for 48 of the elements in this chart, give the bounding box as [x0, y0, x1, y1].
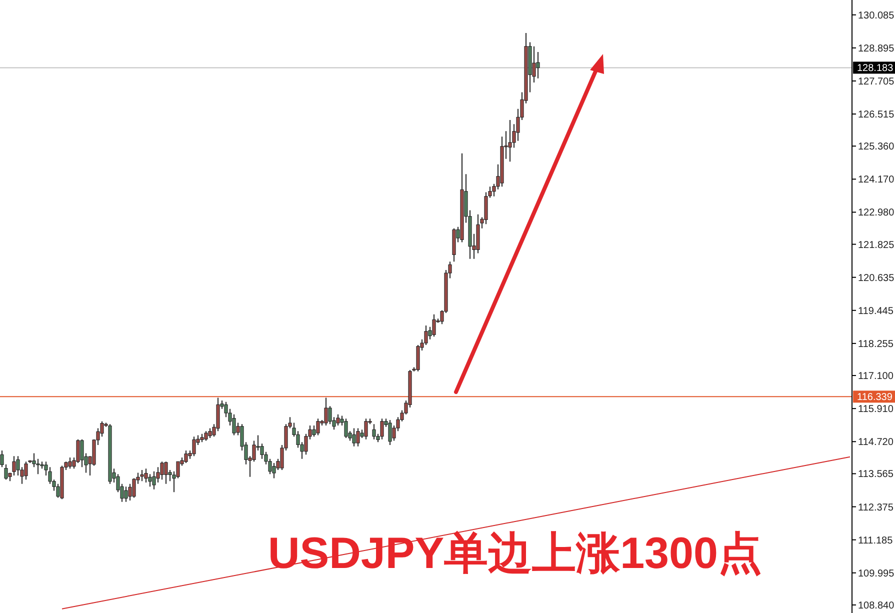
- y-tick-label: 113.565: [858, 469, 894, 480]
- y-tick-label: 115.910: [858, 404, 894, 416]
- candlestick: [208, 428, 212, 439]
- y-tick-label: 117.100: [858, 371, 894, 382]
- candlestick: [184, 450, 188, 464]
- candlestick: [508, 119, 512, 162]
- candlestick: [124, 486, 128, 502]
- y-tick-label: 114.720: [858, 437, 894, 448]
- candlestick: [388, 419, 392, 446]
- candlestick: [316, 418, 320, 436]
- candlestick: [144, 468, 148, 483]
- y-tick-label: 121.825: [858, 240, 895, 251]
- ref-line-label: 116.339: [857, 392, 893, 404]
- y-tick-label: 124.170: [858, 174, 895, 186]
- candlestick: [128, 483, 132, 502]
- candlestick: [152, 470, 156, 490]
- candlestick: [192, 436, 196, 457]
- candlestick: [432, 314, 436, 338]
- y-tick-label: 125.360: [858, 142, 895, 153]
- y-tick-label: 120.635: [858, 272, 895, 284]
- candlestick: [140, 469, 144, 482]
- candlestick: [364, 418, 368, 440]
- candlestick: [12, 456, 16, 476]
- y-tick-label: 119.445: [858, 306, 894, 317]
- candlestick: [336, 414, 340, 426]
- ref-line-label: 128.183: [857, 63, 894, 74]
- y-tick-label: 109.995: [858, 568, 895, 580]
- y-tick-label: 122.980: [858, 208, 895, 219]
- y-tick-label: 126.515: [858, 110, 895, 121]
- candlestick: [356, 428, 360, 447]
- candlestick: [380, 418, 384, 440]
- candlestick: [68, 456, 72, 470]
- y-tick-label: 118.255: [858, 338, 894, 350]
- candlestick: [164, 461, 168, 484]
- y-tick-label: 111.185: [858, 535, 894, 546]
- candlestick: [324, 397, 328, 426]
- candlestick: [272, 462, 276, 479]
- candlestick: [204, 430, 208, 442]
- y-tick-label: 108.840: [858, 600, 895, 612]
- candlestick: [160, 461, 164, 480]
- y-tick-label: 130.085: [858, 10, 895, 22]
- candlestick: [352, 428, 356, 447]
- y-tick-label: 128.895: [858, 43, 895, 54]
- candlestick: [372, 424, 376, 440]
- y-tick-label: 112.375: [858, 502, 894, 514]
- candlestick: [24, 461, 28, 480]
- y-tick-label: 127.705: [858, 76, 895, 88]
- candlestick: [344, 418, 348, 439]
